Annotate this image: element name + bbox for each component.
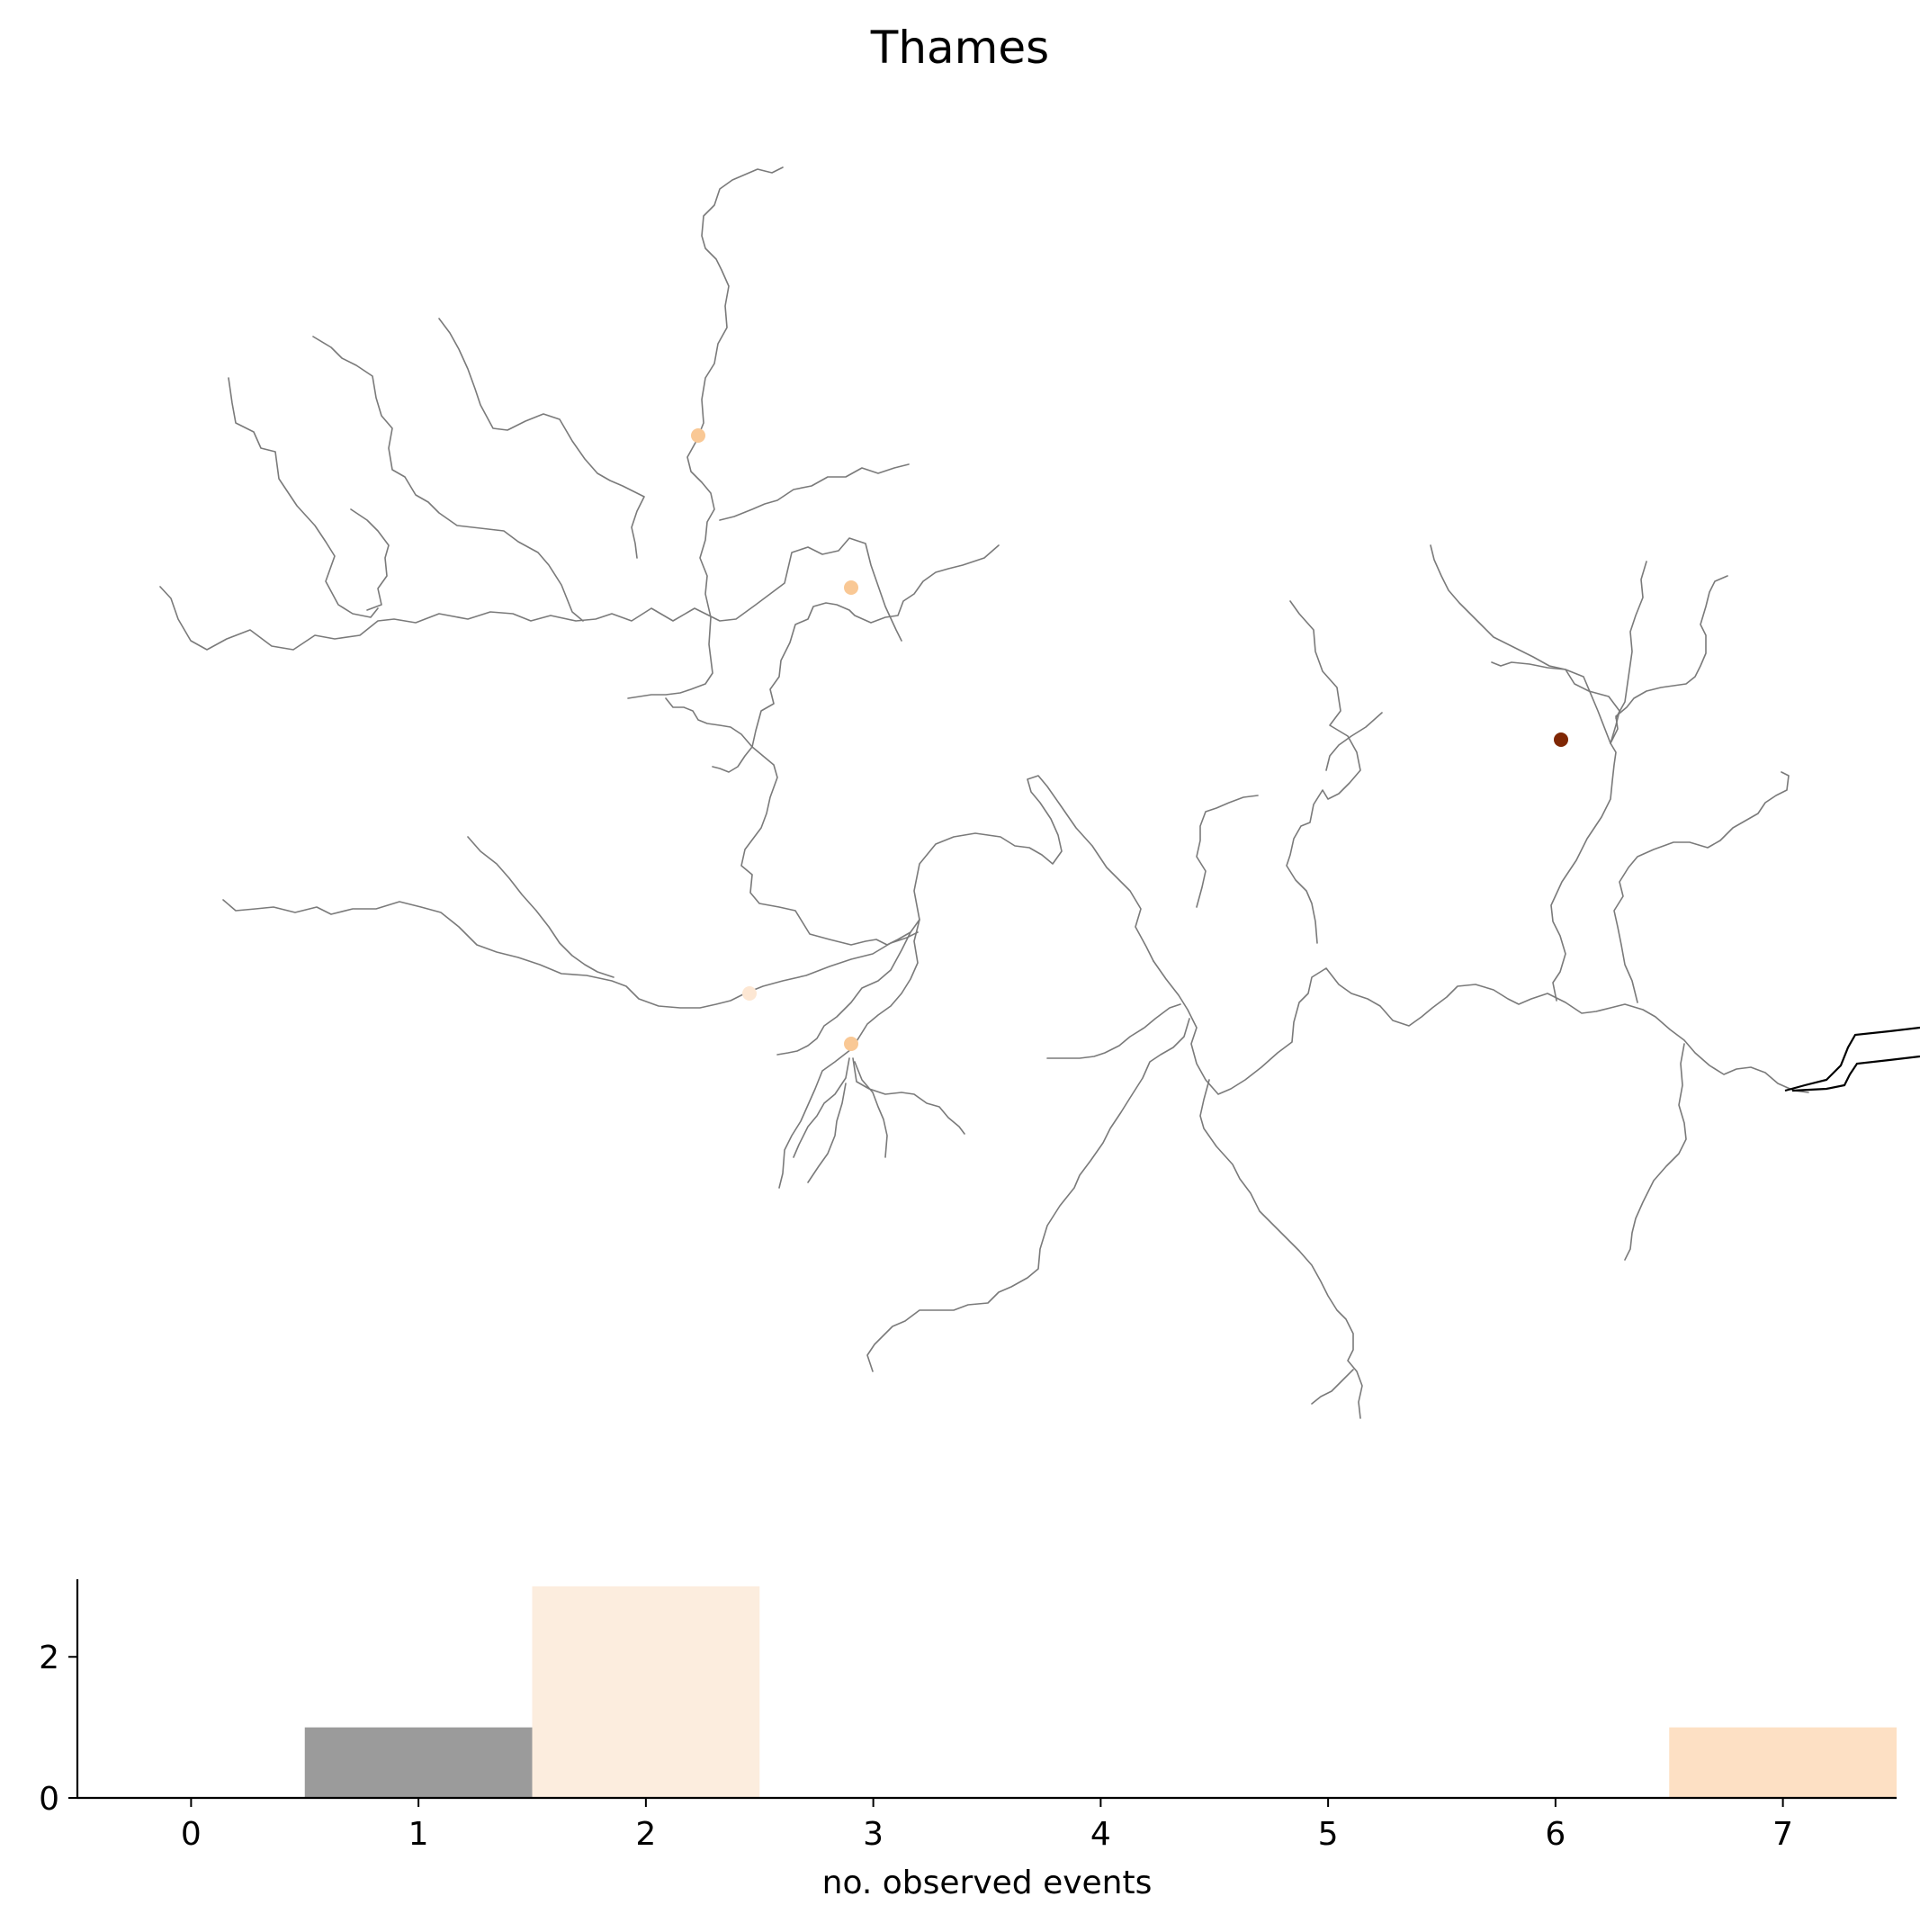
x-tick-label-7: 7	[1772, 1816, 1793, 1853]
river-trib-c-s	[866, 1018, 1190, 1372]
river-trib-east-n4	[1491, 661, 1611, 744]
river-trib-east-s	[1624, 1043, 1687, 1261]
x-ticks: 0 1 2 3 4 5 6 7	[181, 1798, 1793, 1853]
river-main-mid	[665, 697, 1154, 962]
x-tick-label-0: 0	[181, 1816, 202, 1853]
river-trib-mid-sw	[776, 931, 911, 1056]
river-trib-c-sw	[1046, 1003, 1181, 1059]
river-trib-east-n3	[1430, 544, 1620, 744]
river-trib-c-se2	[1311, 1369, 1354, 1405]
gauge-marker-5[interactable]	[1554, 732, 1568, 747]
estuary-outline	[1784, 1026, 1920, 1092]
river-trib-c-e	[1325, 712, 1383, 771]
river-trib-east-n2	[1610, 575, 1728, 744]
river-trib-east-n	[1550, 742, 1617, 1002]
river-trib-nw1	[228, 377, 379, 618]
y-tick-label-2: 2	[39, 1640, 59, 1676]
x-tick-label-1: 1	[408, 1816, 429, 1853]
river-trib-nw2	[312, 336, 584, 622]
chart-title: Thames	[870, 22, 1049, 74]
gauge-marker-4[interactable]	[844, 1037, 858, 1051]
river-trib-gauge4-c	[854, 1061, 888, 1158]
river-trib-east-n5	[1615, 561, 1647, 719]
x-axis-label: no. observed events	[822, 1865, 1153, 1901]
bar-2	[532, 1586, 760, 1798]
river-trib-w2	[467, 836, 615, 978]
x-tick-label-5: 5	[1318, 1816, 1339, 1853]
bar-7	[1669, 1727, 1897, 1798]
river-trib-n	[627, 166, 784, 699]
river-trib-gauge4-b	[793, 1057, 850, 1158]
river-trib-nw4	[350, 508, 390, 611]
river-trib-ne	[712, 544, 1000, 773]
river-map	[159, 166, 1920, 1419]
river-trib-gauge4-a	[852, 1057, 965, 1135]
y-tick-label-0: 0	[39, 1781, 59, 1818]
river-trib-gauge4-d	[807, 1083, 847, 1183]
x-tick-label-2: 2	[635, 1816, 656, 1853]
river-west-lower	[222, 899, 919, 1009]
river-trib-n-east	[719, 463, 910, 521]
river-west-upper	[159, 537, 902, 651]
river-main-east	[1153, 960, 1809, 1095]
gauge-marker-2[interactable]	[844, 580, 858, 595]
y-ticks: 02	[39, 1640, 77, 1818]
histogram-bars	[304, 1586, 1897, 1798]
gauge-marker-1[interactable]	[691, 428, 705, 443]
river-trib-c-ne	[1286, 600, 1361, 944]
river-trib-east-ne	[1613, 771, 1790, 1003]
x-tick-label-4: 4	[1090, 1816, 1111, 1853]
bar-1	[304, 1727, 533, 1798]
x-tick-label-3: 3	[863, 1816, 884, 1853]
river-trib-nw3	[438, 318, 645, 559]
river-trib-c-w	[1196, 795, 1259, 908]
x-tick-label-6: 6	[1545, 1816, 1566, 1853]
gauge-marker-3[interactable]	[742, 986, 757, 1001]
river-trib-c-se	[1199, 1079, 1363, 1419]
